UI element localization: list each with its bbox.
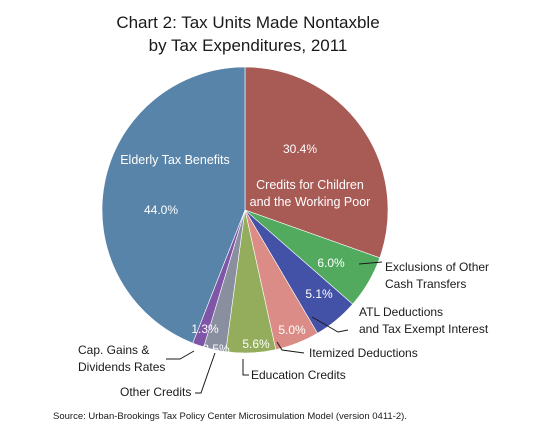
slice-elderly-tax-benefits (101, 66, 246, 344)
name-label-line: and Tax Exempt Interest (359, 322, 489, 336)
slice-labels: 30.4% Credits for Children and the Working… (78, 142, 489, 399)
pct-label-other-credits: 2.5% (202, 342, 230, 356)
name-label-line: Credits for Children (256, 178, 364, 192)
name-label-line: Exclusions of Other (385, 260, 489, 274)
name-label-atl-deductions-and-tax-exempt-interest: ATL Deductions and Tax Exempt Interest (359, 305, 489, 336)
name-label-line: Other Credits (120, 385, 191, 399)
name-label-line: Education Credits (251, 368, 346, 382)
source-note: Source: Urban-Brookings Tax Policy Cente… (53, 411, 407, 422)
pct-label-cap-gains-dividends-rates: 1.3% (191, 322, 219, 336)
chart-title-line-2: by Tax Expenditures, 2011 (149, 36, 348, 55)
pct-label-atl-deductions-and-tax-exempt-interest: 5.1% (305, 287, 333, 301)
leader-other-credits (195, 352, 216, 394)
name-label-line: Dividends Rates (78, 360, 165, 374)
name-label-exclusions-of-other-cash-transfers: Exclusions of Other Cash Transfers (385, 260, 489, 291)
leader-lines (166, 261, 383, 394)
name-label-cap-gains-dividends-rates: Cap. Gains & Dividends Rates (78, 343, 165, 374)
name-label-line: and the Working Poor (250, 195, 371, 209)
name-label-credits-for-children-and-the-working-poor: Credits for Children and the Working Poor (250, 178, 371, 209)
name-label-line: Cash Transfers (385, 277, 466, 291)
name-label-line: Elderly Tax Benefits (120, 153, 230, 167)
pct-label-exclusions-of-other-cash-transfers: 6.0% (317, 256, 345, 270)
name-label-line: Itemized Deductions (309, 346, 418, 360)
pct-label-credits-for-children-and-the-working-poor: 30.4% (283, 142, 317, 156)
chart-title-line-1: Chart 2: Tax Units Made Nontaxble (116, 13, 379, 32)
leader-education-credits (242, 359, 249, 376)
slice-credits-for-children-and-the-working-poor (244, 66, 389, 259)
pct-label-education-credits: 5.6% (242, 337, 270, 351)
leader-exclusions-of-other-cash-transfers (358, 261, 383, 265)
name-label-line: ATL Deductions (359, 305, 443, 319)
pie-slices (101, 66, 389, 354)
name-label-education-credits: Education Credits (251, 368, 346, 382)
leader-atl-deductions-and-tax-exempt-interest (311, 316, 349, 333)
leader-cap-gains-dividends-rates (166, 350, 195, 360)
name-label-other-credits: Other Credits (120, 385, 191, 399)
name-label-itemized-deductions: Itemized Deductions (309, 346, 418, 360)
leader-itemized-deductions (276, 341, 305, 354)
name-label-line: Cap. Gains & (78, 343, 149, 357)
pct-label-itemized-deductions: 5.0% (278, 323, 306, 337)
name-label-elderly-tax-benefits: Elderly Tax Benefits (120, 153, 230, 167)
pct-label-elderly-tax-benefits: 44.0% (144, 203, 178, 217)
